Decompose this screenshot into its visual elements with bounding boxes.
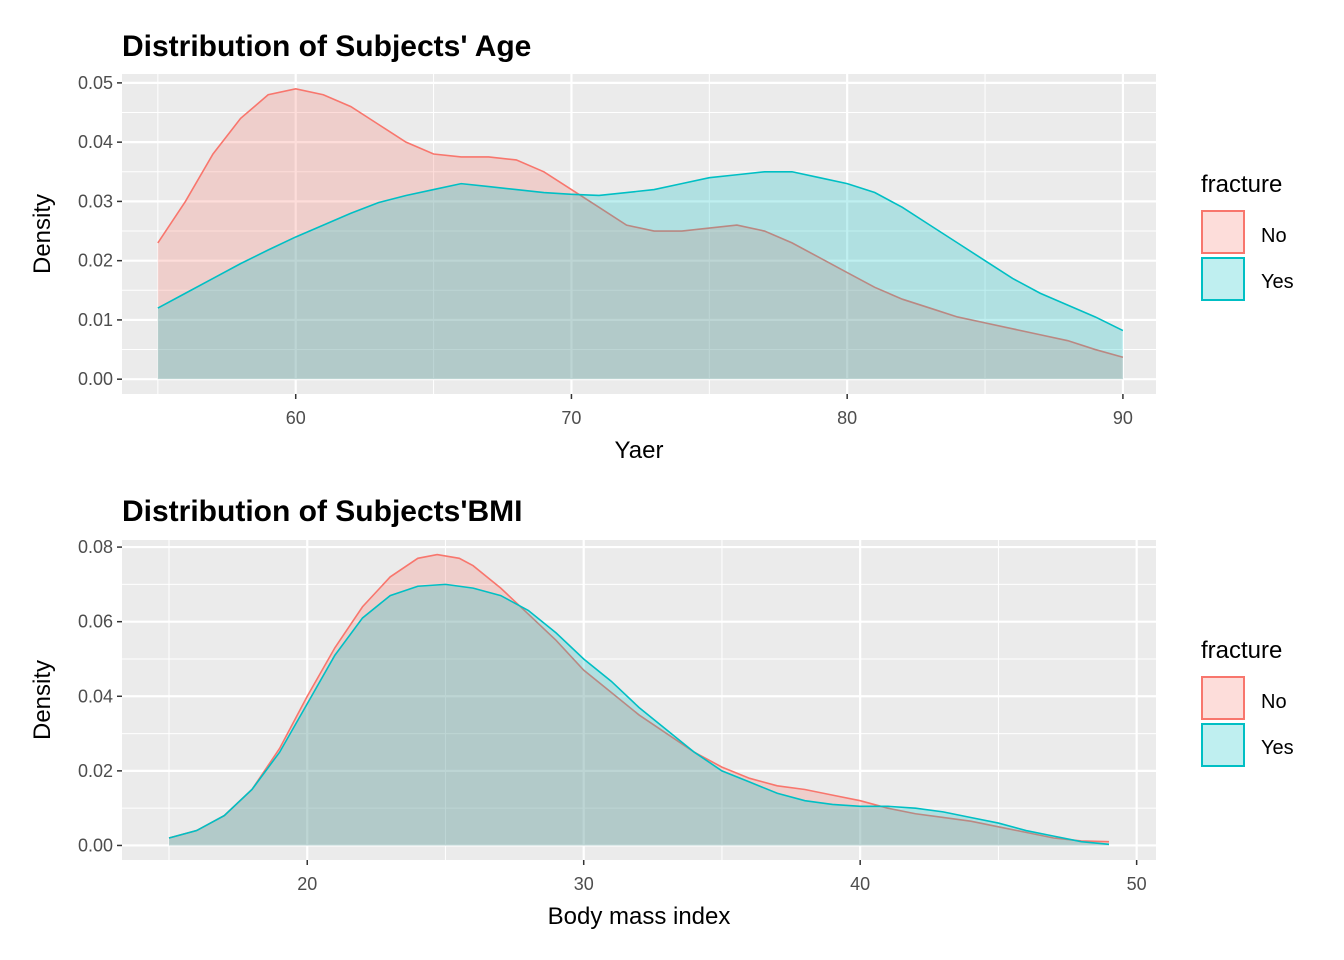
grid-lines <box>122 540 1156 860</box>
legend-key-yes <box>1201 257 1245 301</box>
density-line-yes <box>168 583 1110 846</box>
x-tick-label: 60 <box>286 408 306 428</box>
legend: fracture No Yes <box>1201 637 1294 767</box>
x-axis-title: Yaer <box>615 437 664 464</box>
x-tick-label: 20 <box>297 874 317 894</box>
legend-title: fracture <box>1201 171 1282 198</box>
legend-label-no: No <box>1261 225 1287 247</box>
x-axis-ticks: 20 30 40 50 <box>297 860 1147 894</box>
x-tick-label: 70 <box>561 408 581 428</box>
y-tick-label: 0.00 <box>78 835 113 855</box>
density-area-yes <box>157 171 1123 380</box>
legend-key-no <box>1201 210 1245 254</box>
legend-label-no: No <box>1261 691 1287 713</box>
y-axis-ticks: 0.00 0.02 0.04 0.06 0.08 <box>78 537 122 855</box>
density-line-yes <box>157 170 1124 332</box>
x-tick-label: 50 <box>1127 874 1147 894</box>
density-series <box>157 87 1124 380</box>
density-series <box>168 553 1110 846</box>
y-axis-ticks: 0.00 0.01 0.02 0.03 0.04 0.05 <box>78 73 122 389</box>
age-density-chart: Distribution of Subjects' Age 0.000.010.… <box>29 30 1294 464</box>
y-tick-label: 0.04 <box>78 686 113 706</box>
y-tick-label: 0.02 <box>78 251 113 271</box>
plot-panel <box>122 540 1156 860</box>
legend-key-yes <box>1201 723 1245 767</box>
x-tick-label: 40 <box>850 874 870 894</box>
chart-title: Distribution of Subjects' Age <box>122 30 531 63</box>
plot-panel <box>122 74 1156 394</box>
density-line-no <box>157 87 1124 359</box>
x-tick-label: 80 <box>837 408 857 428</box>
y-tick-label: 0.05 <box>78 73 113 93</box>
grid-lines <box>122 74 1156 394</box>
legend-label-yes: Yes <box>1261 271 1294 293</box>
y-axis-title: Density <box>29 660 56 740</box>
density-line-no <box>168 553 1110 843</box>
y-tick-label: 0.00 <box>78 369 113 389</box>
density-area-no <box>157 88 1123 380</box>
y-tick-label: 0.02 <box>78 761 113 781</box>
legend-label-yes: Yes <box>1261 737 1294 759</box>
legend: fracture No Yes <box>1201 171 1294 301</box>
density-area-no <box>169 554 1109 846</box>
y-tick-label: 0.01 <box>78 310 113 330</box>
y-tick-label: 0.08 <box>78 537 113 557</box>
legend-key-no <box>1201 676 1245 720</box>
x-axis-title: Body mass index <box>548 903 731 930</box>
legend-title: fracture <box>1201 637 1282 664</box>
x-axis-ticks: 60 70 80 90 <box>286 394 1133 428</box>
y-axis-title: Density <box>29 194 56 274</box>
y-tick-label: 0.04 <box>78 132 113 152</box>
x-tick-label: 30 <box>574 874 594 894</box>
y-tick-label: 0.06 <box>78 612 113 632</box>
chart-title: Distribution of Subjects'BMI <box>122 495 522 528</box>
density-area-yes <box>169 584 1109 846</box>
bmi-density-chart: Distribution of Subjects'BMI 0.000.020.0… <box>29 495 1294 930</box>
y-tick-label: 0.03 <box>78 191 113 211</box>
x-tick-label: 90 <box>1113 408 1133 428</box>
